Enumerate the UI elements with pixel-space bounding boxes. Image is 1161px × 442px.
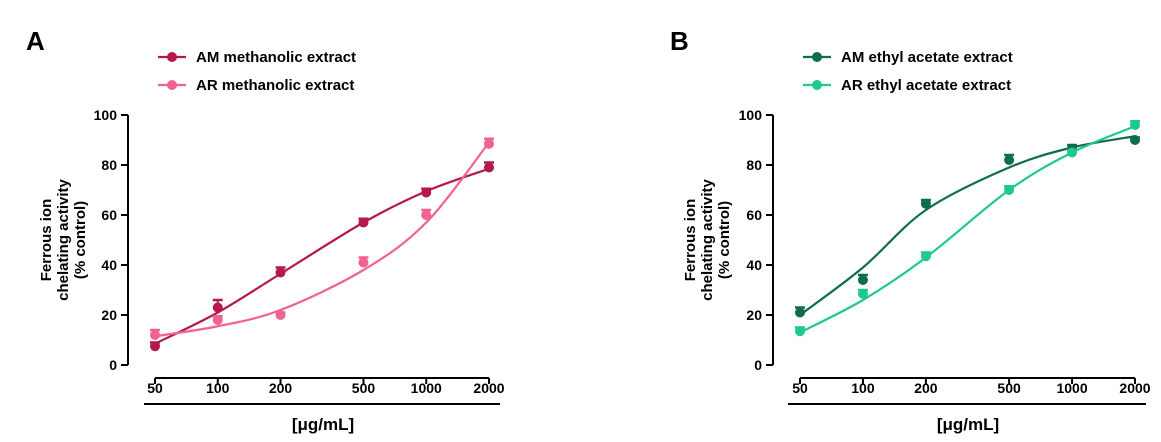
data-point xyxy=(275,267,286,278)
data-point xyxy=(1004,185,1015,195)
x-tick-label: 200 xyxy=(269,380,293,396)
data-point xyxy=(857,288,868,299)
legend-label: AR methanolic extract xyxy=(196,77,354,94)
x-tick-label: 1000 xyxy=(411,380,442,396)
legend-marker xyxy=(812,52,822,62)
legend-label: AM ethyl acetate extract xyxy=(841,49,1013,66)
panel-a-chart: A 0 20 40 60 80 100 50 100 200 500 1000 2000 [μg/mL]… xyxy=(26,26,505,434)
data-point xyxy=(1067,147,1078,158)
data-point xyxy=(1130,135,1140,145)
y-tick-label: 80 xyxy=(746,157,762,173)
legend-marker xyxy=(167,80,177,90)
legend-entry: AM methanolic extract xyxy=(158,49,356,66)
legend-label: AM methanolic extract xyxy=(196,49,356,66)
legend-marker xyxy=(812,80,822,90)
data-point xyxy=(150,330,160,340)
fit-curve xyxy=(154,167,490,345)
x-axis-title: [μg/mL] xyxy=(937,415,999,434)
y-tick-label: 100 xyxy=(739,107,763,123)
fit-curve xyxy=(799,135,1136,316)
x-axis-title: [μg/mL] xyxy=(292,415,354,434)
x-tick-label: 50 xyxy=(147,380,163,396)
y-tick-label: 20 xyxy=(746,307,762,323)
y-tick-label: 20 xyxy=(101,307,117,323)
y-axis-title-line: (% control) xyxy=(716,201,733,279)
series-0 xyxy=(795,135,1140,318)
data-point xyxy=(150,341,160,352)
y-axis-title-line: chelating activity xyxy=(55,178,72,300)
x-tick-label: 500 xyxy=(352,380,376,396)
panel-a-letter: A xyxy=(26,26,45,56)
legend-entry: AM ethyl acetate extract xyxy=(803,49,1013,66)
y-tick-label: 40 xyxy=(746,257,762,273)
data-point xyxy=(421,187,432,198)
y-axis-title-line: (% control) xyxy=(72,201,89,279)
y-tick-label: 0 xyxy=(754,357,762,373)
data-point xyxy=(484,138,494,149)
data-point xyxy=(795,307,805,318)
series-1 xyxy=(150,137,494,340)
fit-curve xyxy=(154,141,490,338)
data-point xyxy=(358,257,369,268)
x-tick-label: 50 xyxy=(792,380,808,396)
series-1 xyxy=(795,120,1140,337)
y-tick-label: 80 xyxy=(101,157,117,173)
data-point xyxy=(212,315,223,325)
legend-marker xyxy=(167,52,177,62)
legend-entry: AR ethyl acetate extract xyxy=(803,77,1011,94)
y-axis-title-line: chelating activity xyxy=(699,178,716,300)
data-point xyxy=(484,162,494,173)
data-point xyxy=(920,198,931,209)
y-axis-title: Ferrous ionchelating activity(% control) xyxy=(682,178,733,300)
data-point xyxy=(857,275,868,285)
y-axis-title: Ferrous ionchelating activity(% control) xyxy=(38,178,89,300)
y-axis-title-line: Ferrous ion xyxy=(38,199,55,282)
y-tick-label: 0 xyxy=(109,357,117,373)
x-tick-label: 2000 xyxy=(1119,380,1150,396)
x-tick-label: 2000 xyxy=(473,380,504,396)
data-point xyxy=(212,302,223,313)
y-axis-title-line: Ferrous ion xyxy=(682,199,699,282)
panel-b-letter: B xyxy=(670,26,689,56)
x-tick-label: 100 xyxy=(206,380,230,396)
data-point xyxy=(275,310,286,320)
data-point xyxy=(421,210,432,220)
x-tick-label: 200 xyxy=(914,380,938,396)
series-0 xyxy=(150,161,494,352)
data-point xyxy=(1004,155,1015,165)
legend-label: AR ethyl acetate extract xyxy=(841,77,1011,94)
x-tick-label: 500 xyxy=(997,380,1021,396)
x-tick-label: 1000 xyxy=(1056,380,1087,396)
legend-entry: AR methanolic extract xyxy=(158,77,354,94)
y-tick-label: 100 xyxy=(94,107,118,123)
data-point xyxy=(920,251,931,262)
y-tick-label: 60 xyxy=(746,207,762,223)
fit-curve xyxy=(799,125,1136,334)
y-tick-label: 60 xyxy=(101,207,117,223)
data-point xyxy=(358,217,369,228)
data-point xyxy=(795,326,805,337)
y-tick-label: 40 xyxy=(101,257,117,273)
panel-b-chart: B 0 20 40 60 80 100 50 100 200 500 1000 2000 [μg/mL]… xyxy=(670,26,1151,434)
data-point xyxy=(1130,120,1140,130)
x-tick-label: 100 xyxy=(851,380,875,396)
